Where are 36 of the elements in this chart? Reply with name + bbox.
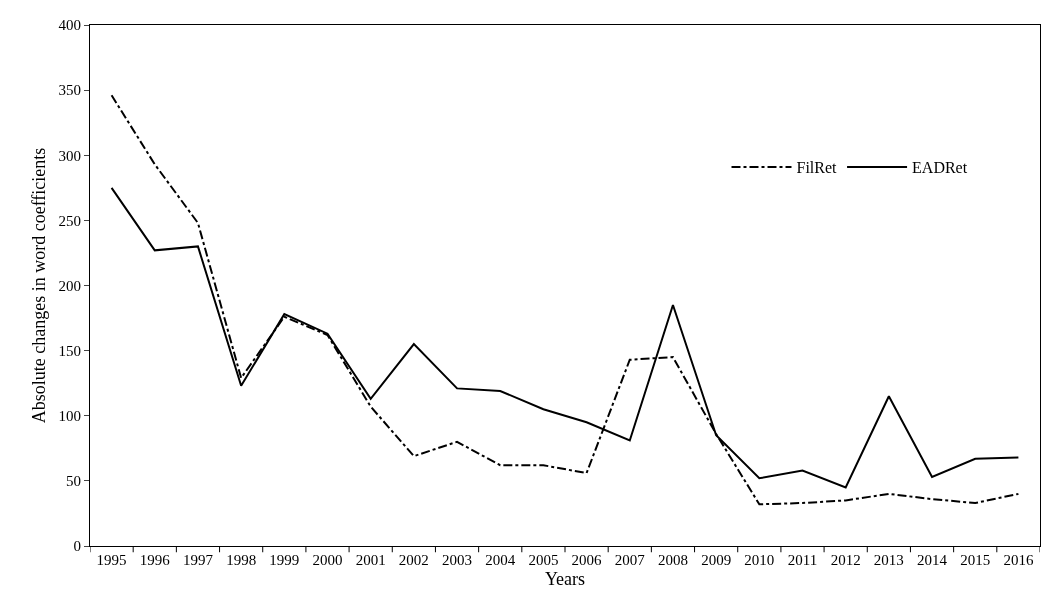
y-tick-label: 50 — [66, 473, 81, 490]
x-tick-label: 1997 — [182, 552, 214, 568]
x-tick-label: 2016 — [1003, 552, 1034, 568]
y-tick-label: 300 — [58, 147, 81, 164]
y-tick-label: 0 — [73, 538, 81, 555]
x-tick-label: 2003 — [442, 552, 473, 568]
x-tick-label: 2012 — [830, 552, 861, 568]
x-tick-label: 2013 — [873, 552, 904, 568]
x-tick-label: 2015 — [960, 552, 991, 568]
x-tick-label: 1999 — [269, 552, 300, 568]
y-tick-label: 250 — [58, 212, 81, 229]
y-tick-label: 350 — [58, 82, 81, 99]
x-tick-label: 2004 — [485, 552, 516, 568]
x-tick-label: 1996 — [139, 552, 171, 568]
x-tick-label: 2009 — [701, 552, 732, 568]
y-tick-label: 150 — [58, 342, 81, 359]
y-tick-label: 200 — [58, 277, 81, 294]
x-tick-label: 2010 — [744, 552, 775, 568]
x-tick-label: 2007 — [614, 552, 646, 568]
y-axis-title: Absolute changes in word coefficients — [28, 147, 49, 424]
x-tick-label: 2014 — [917, 552, 948, 568]
x-tick-label: 2002 — [398, 552, 429, 568]
x-tick-label: 2008 — [657, 552, 688, 568]
y-tick-label: 400 — [58, 17, 81, 34]
x-tick-label: 2006 — [571, 552, 603, 568]
line-series — [110, 94, 1020, 506]
x-tick-label: 1998 — [226, 552, 257, 568]
x-tick-label: 2005 — [528, 552, 559, 568]
x-tick-label: 2001 — [355, 552, 386, 568]
y-tick-label: 100 — [58, 408, 81, 424]
x-axis-title: Years — [544, 569, 586, 590]
x-tick-label: 2000 — [312, 552, 343, 568]
legend-label: FilRet — [796, 159, 838, 177]
legend-label: EADRet — [912, 159, 968, 177]
x-tick-label: 1995 — [96, 552, 127, 568]
x-tick-label: 2011 — [787, 552, 818, 568]
